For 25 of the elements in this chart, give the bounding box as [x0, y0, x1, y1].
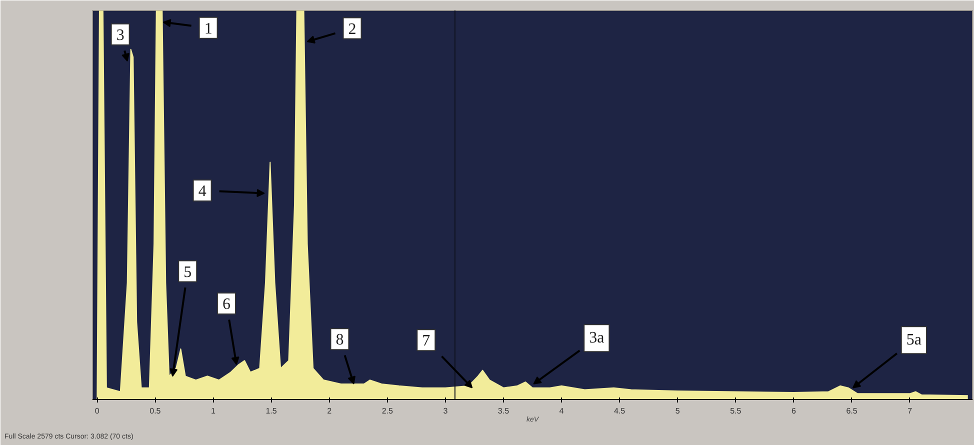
- x-tick-label: 7: [908, 406, 913, 416]
- x-tick-label: 0.5: [150, 406, 162, 416]
- x-tick-label: 4: [559, 406, 564, 416]
- x-tick-label: 5: [675, 406, 680, 416]
- annotation: 4: [198, 182, 206, 200]
- annotation: 8: [336, 332, 344, 349]
- x-tick-label: 1.5: [266, 406, 278, 416]
- x-tick-label: 3: [443, 406, 448, 416]
- x-tick-label: 3.5: [498, 406, 510, 416]
- annotation: 3: [116, 26, 124, 44]
- x-tick-label: 6.5: [846, 406, 858, 416]
- annotation: 2: [348, 20, 356, 38]
- annotation: 6: [222, 296, 230, 313]
- annotation: 3a: [589, 330, 604, 347]
- x-tick-label: 2.5: [382, 406, 394, 416]
- x-tick-label: 2: [327, 406, 332, 416]
- annotation: 5a: [906, 332, 922, 349]
- x-tick-label: 4.5: [614, 406, 626, 416]
- x-tick-label: 1: [211, 406, 216, 416]
- annotation: 7: [422, 332, 430, 350]
- x-tick-label: 6: [791, 406, 796, 416]
- x-tick-label: 5.5: [730, 406, 742, 416]
- annotation: 5: [184, 264, 192, 281]
- annotation: 1: [204, 20, 212, 38]
- x-tick-label: 0: [94, 406, 100, 416]
